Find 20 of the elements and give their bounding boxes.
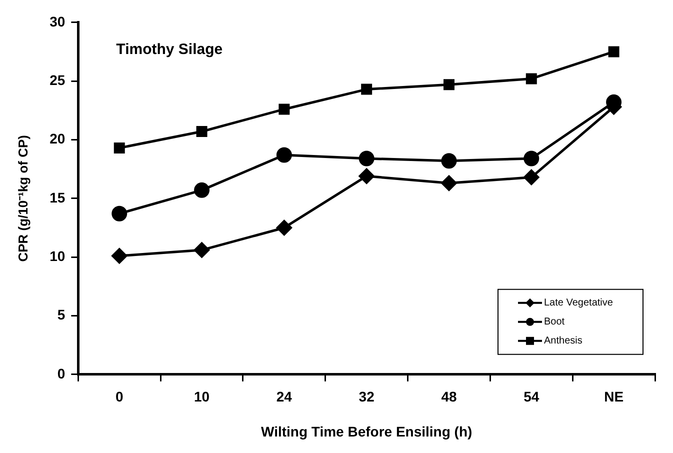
x-tick-label: 32 bbox=[358, 388, 375, 405]
y-tick-label: 0 bbox=[57, 365, 66, 382]
x-tick-label: 48 bbox=[441, 388, 457, 405]
y-tick-label: 25 bbox=[50, 72, 66, 88]
y-tick-label: 20 bbox=[50, 130, 66, 147]
y-tick-label: 30 bbox=[50, 13, 66, 30]
y-tick-label: 10 bbox=[50, 248, 66, 264]
x-tick-label: 10 bbox=[194, 388, 210, 405]
legend-label: Anthesis bbox=[544, 336, 582, 347]
x-axis-title: Wilting Time Before Ensiling (h) bbox=[260, 423, 472, 440]
x-tick-label: 0 bbox=[115, 388, 124, 405]
legend-label: Late Vegetative bbox=[544, 298, 614, 309]
y-tick-label: 5 bbox=[57, 306, 66, 323]
x-tick-label: 54 bbox=[524, 388, 540, 405]
y-tick-label: 15 bbox=[50, 189, 66, 206]
y-axis-title: CPR (g/10⁻¹kg of CP) bbox=[15, 135, 30, 262]
annotation: Timothy Silage bbox=[116, 41, 223, 58]
x-tick-label: 24 bbox=[276, 388, 292, 405]
legend-label: Boot bbox=[544, 316, 565, 328]
x-tick-label: NE bbox=[604, 388, 624, 405]
